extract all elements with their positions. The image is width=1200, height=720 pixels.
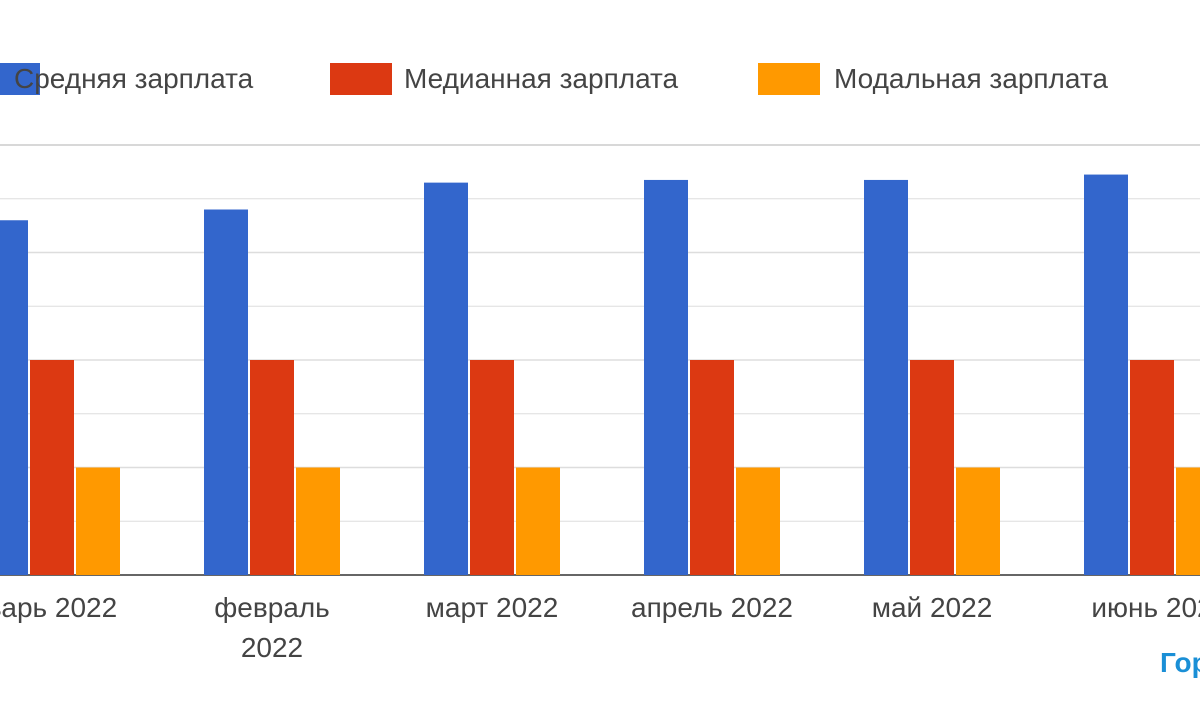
x-tick-label: апрель 2022 bbox=[631, 592, 793, 623]
legend-swatch bbox=[758, 63, 820, 95]
bar-mean-salary[interactable]: Средняя зарплата — февраль 2022: 68 bbox=[204, 209, 248, 576]
bar-mode-salary[interactable]: Модальная зарплата — июнь 2022: 20 bbox=[1176, 467, 1200, 576]
bar-mode-salary[interactable]: Модальная зарплата — январь 2022: 20 bbox=[76, 467, 120, 576]
bar-mean-salary[interactable]: Средняя зарплата — май 2022: 73.5 bbox=[864, 179, 908, 575]
bar-median-salary[interactable]: Медианная зарплата — январь 2022: 40 bbox=[30, 360, 74, 575]
footer-link[interactable]: Гор bbox=[1160, 647, 1200, 678]
x-tick-label: февраль 2022 bbox=[214, 592, 330, 663]
bar-median-salary[interactable]: Медианная зарплата — март 2022: 40 bbox=[470, 360, 514, 575]
legend-label: Модальная зарплата bbox=[834, 63, 1108, 94]
bar-median-salary[interactable]: Медианная зарплата — февраль 2022: 40 bbox=[250, 360, 294, 575]
chart-legend: Средняя зарплата Медианная зарплата Модаль… bbox=[0, 63, 1108, 95]
bar-mode-salary[interactable]: Модальная зарплата — май 2022: 20 bbox=[956, 467, 1000, 576]
chart-grid bbox=[0, 144, 1200, 576]
bar-mode-salary[interactable]: Модальная зарплата — апрель 2022: 20 bbox=[736, 467, 780, 576]
x-tick-label: май 2022 bbox=[872, 592, 993, 623]
bar-median-salary[interactable]: Медианная зарплата — июнь 2022: 40 bbox=[1130, 360, 1174, 575]
chart-bars: Средняя зарплата — январь 2022: 66Медиан… bbox=[0, 174, 1200, 576]
x-tick-label: варь 2022 bbox=[0, 592, 117, 623]
bar-mean-salary[interactable]: Средняя зарплата — апрель 2022: 73.5 bbox=[644, 179, 688, 575]
x-tick-label: март 2022 bbox=[426, 592, 559, 623]
bar-mean-salary[interactable]: Средняя зарплата — январь 2022: 66 bbox=[0, 220, 28, 575]
legend-swatch bbox=[0, 63, 40, 95]
x-tick-label: июнь 202 bbox=[1091, 592, 1200, 623]
legend-label: Средняя зарплата bbox=[14, 63, 254, 94]
bar-mean-salary[interactable]: Средняя зарплата — июнь 2022: 74.5 bbox=[1084, 174, 1128, 575]
bar-mode-salary[interactable]: Модальная зарплата — февраль 2022: 20 bbox=[296, 467, 340, 576]
bar-median-salary[interactable]: Медианная зарплата — апрель 2022: 40 bbox=[690, 360, 734, 575]
bar-mean-salary[interactable]: Средняя зарплата — март 2022: 73 bbox=[424, 182, 468, 575]
bar-median-salary[interactable]: Медианная зарплата — май 2022: 40 bbox=[910, 360, 954, 575]
legend-label: Медианная зарплата bbox=[404, 63, 679, 94]
bar-mode-salary[interactable]: Модальная зарплата — март 2022: 20 bbox=[516, 467, 560, 576]
legend-swatch bbox=[330, 63, 392, 95]
